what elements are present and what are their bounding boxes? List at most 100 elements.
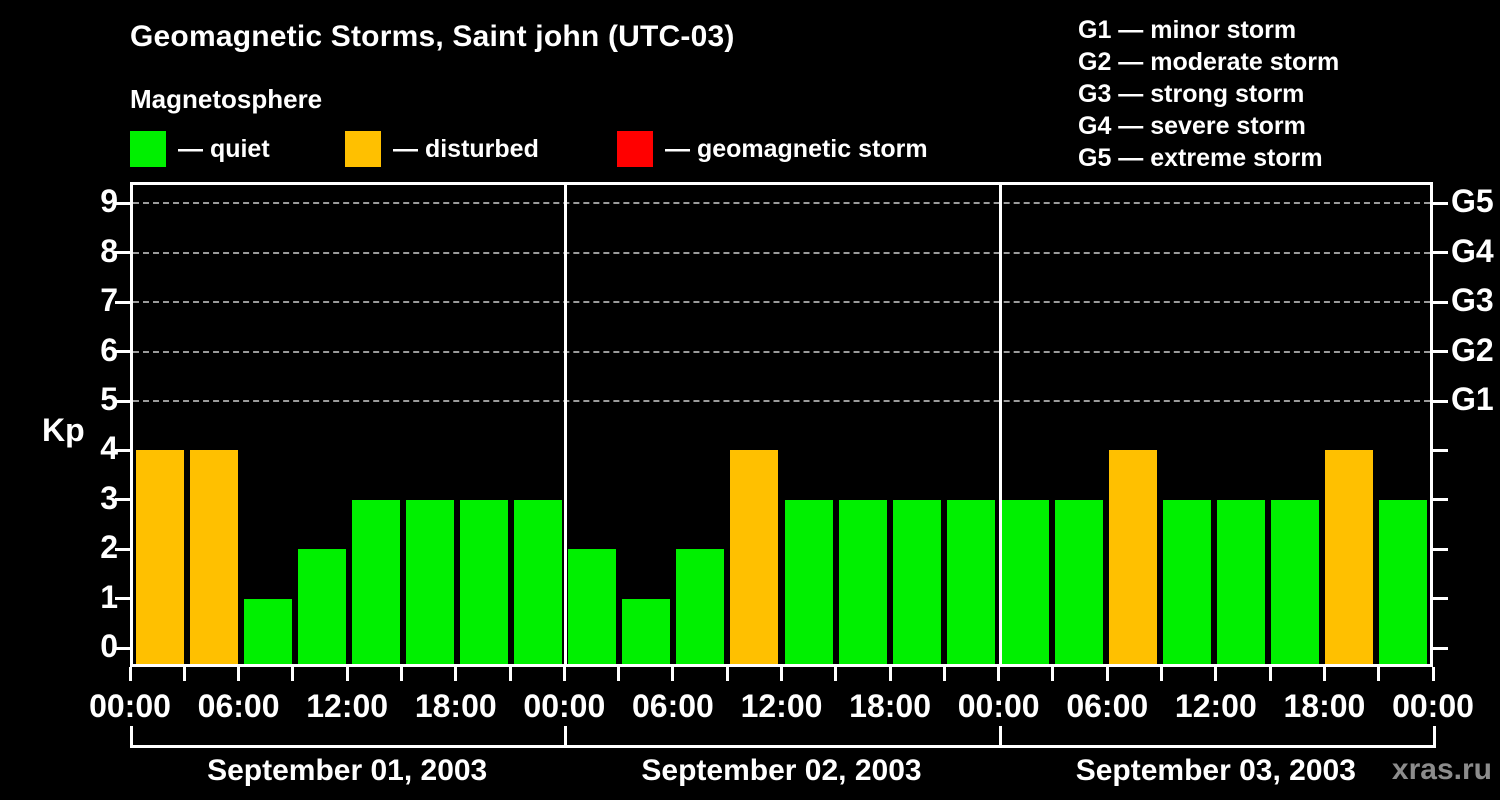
legend-item-quiet: — quiet [130,131,270,167]
disturbed-color-swatch [345,131,381,167]
legend-label-disturbed: — disturbed [393,134,539,163]
kp-bar-day3-bin1 [1000,499,1049,664]
y-tick-label-9: 9 [100,183,118,220]
chart-subtitle: Magnetosphere [130,84,323,114]
x-tick-15 [942,667,946,681]
x-tick-2 [237,667,241,681]
legend-label-storm: — geomagnetic storm [665,134,928,163]
kp-bar-day3-bin5 [1216,499,1265,664]
y-tick-label-6: 6 [100,331,118,368]
y-tick-right-7 [1433,300,1448,304]
x-tick-0 [128,667,132,681]
g-legend-line-g3: G3 — strong storm [1078,80,1305,108]
kp-bar-day3-bin7 [1324,450,1373,664]
x-time-label-22: 18:00 [1283,688,1366,724]
x-tick-9 [617,667,621,681]
y-tick-left-8 [115,251,130,255]
y-tick-label-2: 2 [100,529,118,566]
gridline-kp7 [133,301,1430,304]
date-label-day3: September 03, 2003 [1075,754,1356,787]
x-tick-21 [1268,667,1272,681]
y-tick-right-4 [1433,448,1448,452]
date-band-tick-2 [998,726,1002,746]
date-label-day2: September 02, 2003 [641,754,922,787]
x-tick-11 [725,667,729,681]
g-scale-legend: G1 — minor storm G2 — moderate storm G3 … [1078,14,1339,174]
y-tick-left-0 [115,646,130,650]
x-tick-16 [997,667,1001,681]
x-tick-14 [888,667,892,681]
kp-bar-day3-bin6 [1270,499,1319,664]
kp-bar-day2-bin6 [838,499,887,664]
x-time-label-6: 18:00 [414,688,497,724]
g-legend-line-g2: G2 — moderate storm [1078,48,1340,76]
x-time-label-0: 00:00 [89,688,171,724]
y-tick-right-2 [1433,547,1448,551]
date-label-day1: September 01, 2003 [207,754,488,787]
y-tick-label-3: 3 [100,479,118,516]
kp-bar-day3-bin8 [1378,499,1427,664]
kp-bar-day1-bin5 [352,499,401,664]
y-tick-right-0 [1433,646,1448,650]
date-band-tick-0 [130,726,133,746]
x-time-label-16: 00:00 [957,688,1040,724]
x-tick-19 [1160,667,1164,681]
g-legend-line-g4: G4 — severe storm [1078,112,1306,140]
x-time-label-18: 06:00 [1066,688,1149,724]
x-time-label-2: 06:00 [197,688,280,724]
kp-bar-day2-bin1 [568,549,617,664]
y-tick-label-0: 0 [100,628,118,664]
legend-item-storm: — geomagnetic storm [617,131,928,167]
kp-bar-day2-bin4 [730,450,779,664]
kp-bar-day3-bin2 [1054,499,1103,664]
x-tick-3 [291,667,295,681]
x-time-label-4: 12:00 [306,688,389,724]
x-tick-20 [1214,667,1218,681]
kp-bar-day2-bin7 [892,499,941,664]
x-tick-17 [1051,667,1055,681]
x-tick-13 [834,667,838,681]
kp-bar-day1-bin8 [514,499,563,664]
y-tick-label-5: 5 [100,381,118,417]
x-time-label-8: 00:00 [523,688,606,724]
y-tick-label-7: 7 [100,282,118,319]
x-tick-5 [399,667,403,681]
y-tick-right-1 [1433,597,1448,601]
chart-title: Geomagnetic Storms, Saint john (UTC-03) [130,20,735,53]
gridline-kp5 [133,400,1430,402]
x-tick-1 [182,667,186,681]
y-tick-right-8 [1433,251,1448,255]
y-tick-left-7 [115,300,130,304]
x-tick-4 [345,667,349,681]
date-band-tick-1 [564,726,568,746]
x-time-label-14: 18:00 [849,688,931,724]
quiet-color-swatch [130,131,166,167]
g-legend-line-g5: G5 — extreme storm [1078,144,1323,172]
kp-bar-day2-bin8 [946,499,995,664]
day-divider-1 [564,185,568,664]
x-time-label-24: 00:00 [1392,688,1474,724]
legend-label-quiet: — quiet [178,134,270,163]
x-tick-8 [562,667,566,681]
y-tick-left-2 [115,547,130,551]
kp-bar-day1-bin1 [136,450,185,664]
storm-color-swatch [617,131,653,167]
y-tick-label-8: 8 [100,232,118,269]
g-tick-label-g2: G2 [1451,331,1494,368]
watermark: xras.ru [1391,753,1492,786]
g-tick-label-g1: G1 [1451,381,1494,417]
y-tick-right-9 [1433,201,1448,205]
kp-bar-day1-bin3 [244,598,293,664]
kp-bar-day2-bin5 [784,499,833,664]
x-tick-22 [1322,667,1326,681]
kp-bar-day1-bin2 [190,450,239,664]
y-tick-right-3 [1433,498,1448,502]
kp-bar-day3-bin3 [1108,450,1157,664]
x-tick-7 [508,667,512,681]
y-tick-left-9 [115,201,130,205]
gridline-kp6 [133,350,1430,353]
y-tick-label-1: 1 [100,578,118,615]
kp-bar-day2-bin2 [622,598,671,664]
x-time-label-10: 06:00 [631,688,714,724]
